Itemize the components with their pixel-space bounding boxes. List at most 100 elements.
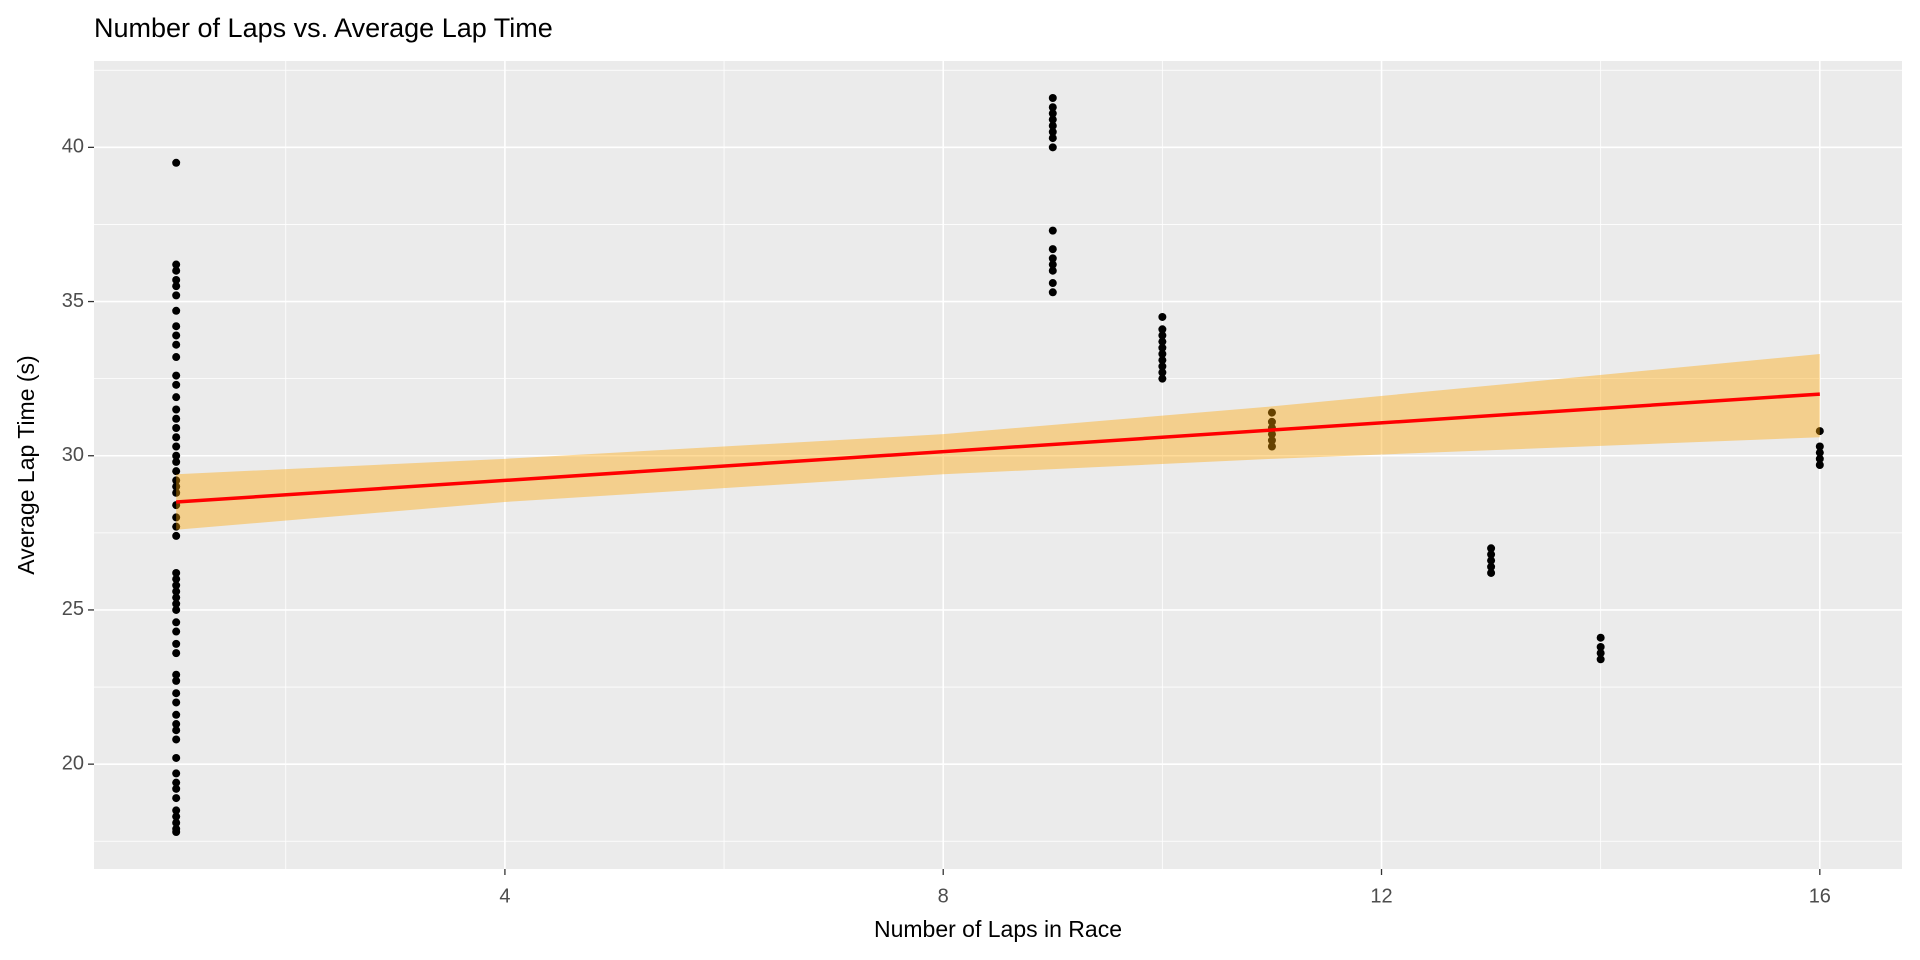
point [1487, 550, 1496, 559]
point [1487, 568, 1496, 577]
point [1158, 325, 1167, 334]
point [1048, 279, 1057, 288]
point [1815, 442, 1824, 451]
point [172, 639, 181, 648]
point [172, 513, 181, 522]
point [172, 442, 181, 451]
point [172, 414, 181, 423]
point [172, 575, 181, 584]
point [172, 753, 181, 762]
point [172, 818, 181, 827]
point [172, 266, 181, 275]
point [172, 331, 181, 340]
point [1158, 349, 1167, 358]
point [172, 451, 181, 460]
point [1267, 442, 1276, 451]
point [172, 291, 181, 300]
point [172, 605, 181, 614]
point [1267, 408, 1276, 417]
point [172, 726, 181, 735]
point [1048, 245, 1057, 254]
point [1267, 417, 1276, 426]
point [1267, 436, 1276, 445]
point [1158, 368, 1167, 377]
point [1048, 226, 1057, 235]
y-tick-label: 35 [62, 290, 84, 312]
point [1048, 103, 1057, 112]
point [172, 599, 181, 608]
point [172, 769, 181, 778]
point [172, 282, 181, 291]
point [172, 380, 181, 389]
chart-title: Number of Laps vs. Average Lap Time [94, 13, 553, 43]
point [172, 627, 181, 636]
point [172, 649, 181, 658]
point [1815, 448, 1824, 457]
point [172, 353, 181, 362]
point [172, 371, 181, 380]
x-tick-label: 8 [938, 885, 949, 907]
point [172, 488, 181, 497]
point [1487, 544, 1496, 553]
point [172, 306, 181, 315]
point [172, 322, 181, 331]
point [172, 423, 181, 432]
point [172, 698, 181, 707]
point [1596, 642, 1605, 651]
point [172, 670, 181, 679]
point [1596, 655, 1605, 664]
point [1048, 109, 1057, 118]
point [1815, 427, 1824, 436]
point [1158, 362, 1167, 371]
point [172, 340, 181, 349]
point [172, 522, 181, 531]
point [1048, 127, 1057, 136]
x-axis-title: Number of Laps in Race [874, 916, 1122, 942]
point [1048, 260, 1057, 269]
point [1048, 288, 1057, 297]
point [172, 457, 181, 466]
point [1048, 121, 1057, 130]
y-tick-label: 20 [62, 752, 84, 774]
point [172, 581, 181, 590]
point [1596, 649, 1605, 658]
point [1158, 356, 1167, 365]
point [1048, 115, 1057, 124]
point [1596, 633, 1605, 642]
point [172, 778, 181, 787]
point [172, 812, 181, 821]
point [172, 476, 181, 485]
point [172, 405, 181, 414]
point [172, 260, 181, 269]
point [1048, 134, 1057, 143]
x-tick-label: 16 [1809, 885, 1831, 907]
point [172, 275, 181, 284]
point [172, 482, 181, 491]
fit-line [176, 392, 1820, 504]
confidence-band [176, 353, 1820, 530]
point [172, 568, 181, 577]
y-axis-title: Average Lap Time (s) [13, 355, 39, 574]
point [172, 720, 181, 729]
point [172, 587, 181, 596]
point [1815, 454, 1824, 463]
point [1158, 374, 1167, 383]
point [172, 467, 181, 476]
point [172, 710, 181, 719]
y-tick-label: 40 [62, 136, 84, 158]
point [1815, 461, 1824, 469]
point [1158, 331, 1167, 340]
point [172, 676, 181, 685]
point [1048, 94, 1057, 103]
y-tick-label: 25 [62, 598, 84, 620]
point [172, 806, 181, 815]
point [1158, 337, 1167, 346]
point [1048, 254, 1057, 263]
point [172, 393, 181, 402]
point [1158, 312, 1167, 321]
point [1048, 143, 1057, 152]
point [172, 433, 181, 442]
point [1487, 562, 1496, 571]
point [172, 618, 181, 627]
